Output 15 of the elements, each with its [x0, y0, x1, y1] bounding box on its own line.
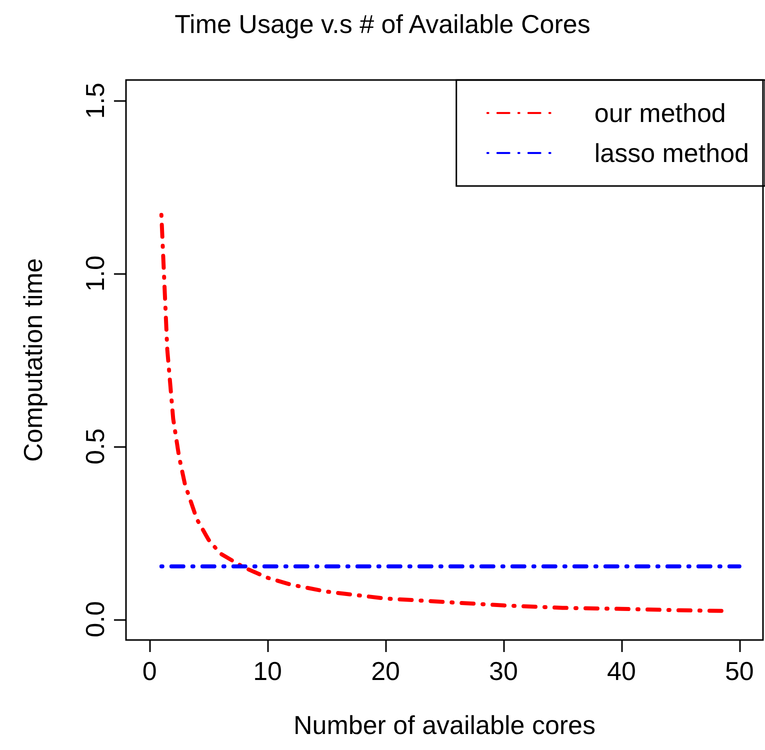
- x-axis-title: Number of available cores: [293, 710, 596, 740]
- y-tick-label: 1.5: [80, 82, 110, 119]
- y-axis-title: Computation time: [18, 258, 48, 462]
- legend-label: our method: [594, 98, 726, 128]
- x-tick-label: 30: [489, 656, 518, 686]
- y-tick-label: 0.5: [80, 428, 110, 464]
- legend-label: lasso method: [594, 138, 750, 168]
- x-tick-label: 10: [253, 656, 282, 686]
- y-tick-label: 1.0: [80, 256, 110, 292]
- y-tick-label: 0.0: [80, 601, 110, 638]
- x-tick-label: 50: [724, 656, 754, 686]
- chart-title: Time Usage v.s # of Available Cores: [174, 9, 590, 39]
- x-tick-label: 40: [606, 656, 636, 686]
- x-tick-label: 0: [142, 656, 157, 686]
- x-tick-label: 20: [371, 656, 400, 686]
